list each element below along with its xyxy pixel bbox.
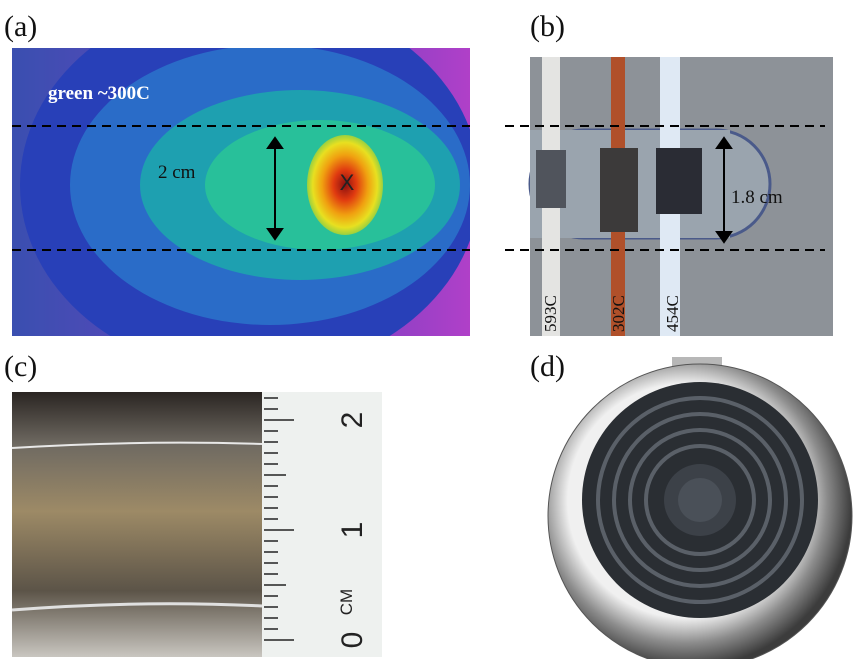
figure: (a) green ~300C 2 cm X (b) 593C 302C 454… xyxy=(0,0,857,659)
strip-label: 302C xyxy=(609,295,628,332)
ruler-unit: CM xyxy=(337,589,356,615)
ruler-label: 0 xyxy=(336,632,369,649)
strip-label: 593C xyxy=(541,295,560,332)
strip-label: 454C xyxy=(663,295,682,332)
annotation: 2 cm xyxy=(158,162,196,183)
annotation: green ~300C xyxy=(48,83,150,104)
ruler-label: 1 xyxy=(336,522,369,539)
heat-map xyxy=(12,0,480,375)
panel-label: (d) xyxy=(530,350,565,383)
photo xyxy=(12,392,382,657)
annotation: X xyxy=(340,170,355,195)
panel-label: (b) xyxy=(530,10,565,43)
photo xyxy=(530,57,833,336)
ruler-label: 2 xyxy=(336,412,369,429)
panel-label: (a) xyxy=(4,10,37,43)
annotation: 1.8 cm xyxy=(731,187,783,208)
panel-label: (c) xyxy=(4,350,37,383)
photo xyxy=(548,357,852,659)
